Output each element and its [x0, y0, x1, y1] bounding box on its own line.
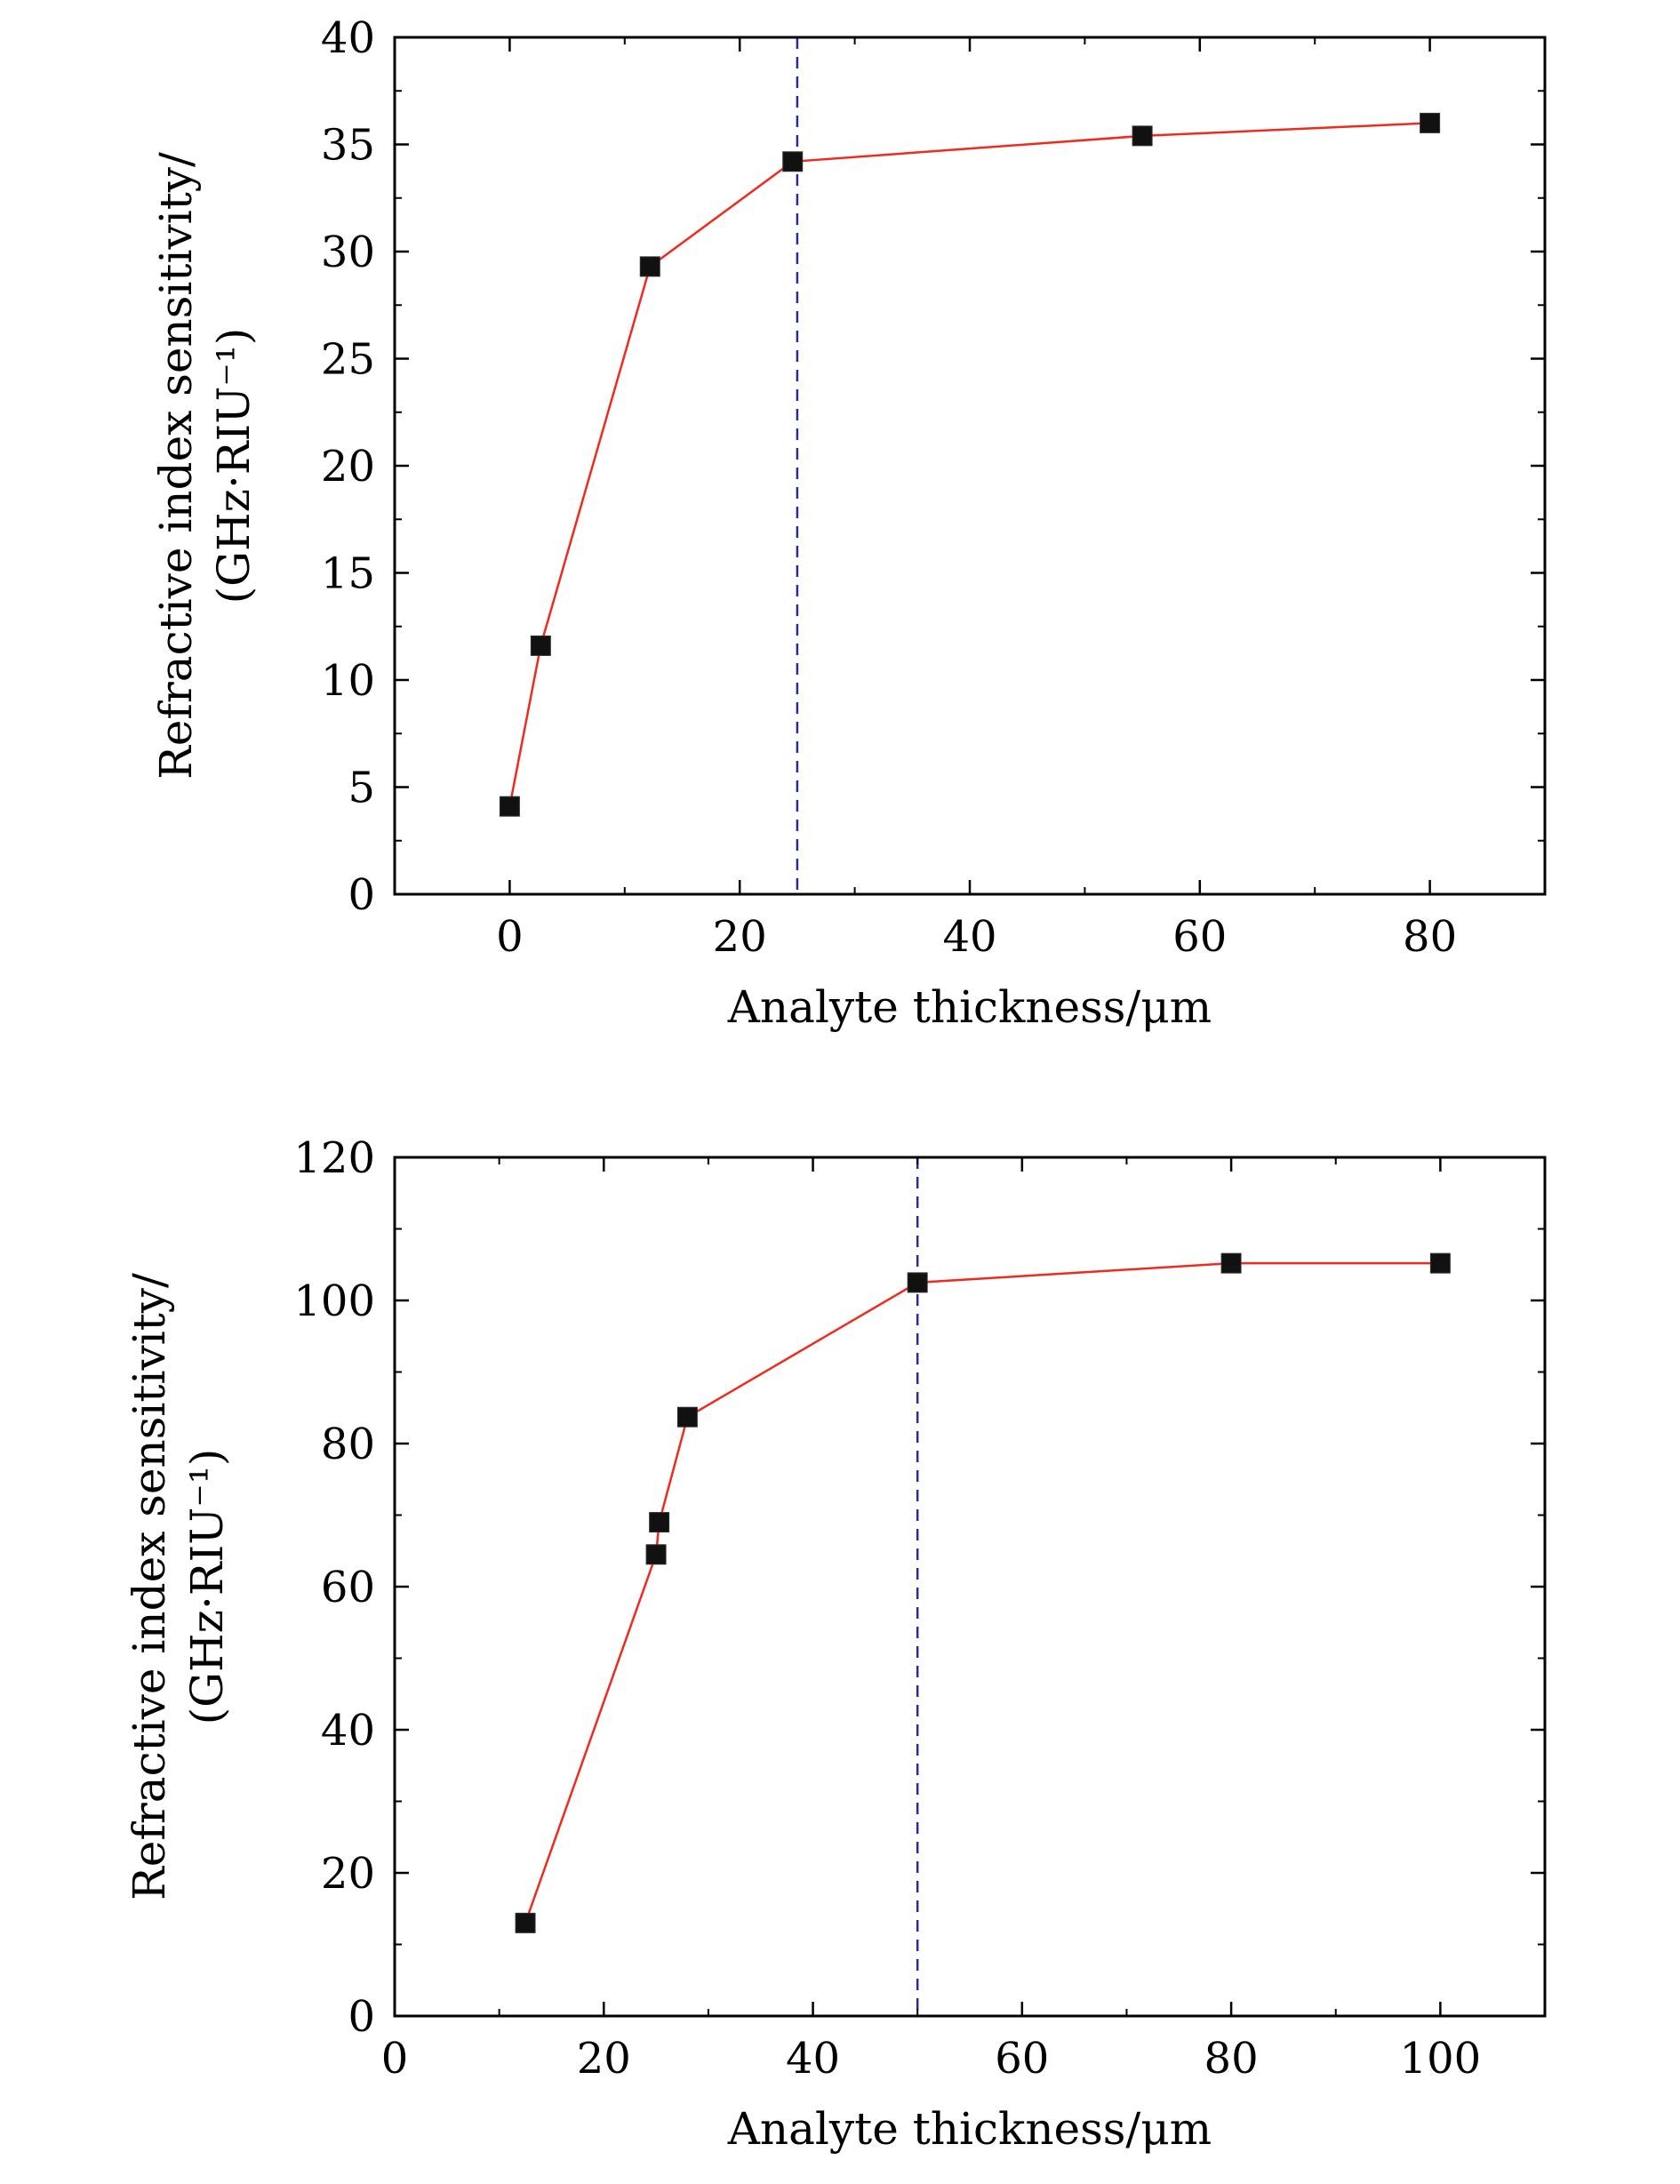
x-tick-label-top: 0 — [496, 912, 524, 962]
y-tick-label-top: 5 — [348, 764, 375, 813]
y-tick-label-top: 25 — [321, 335, 375, 385]
x-tick-label-bottom: 20 — [577, 2034, 631, 2084]
y-tick-label-top: 30 — [321, 228, 375, 277]
y-tick-label-bottom: 40 — [321, 1706, 375, 1756]
x-tick-label-bottom: 100 — [1400, 2034, 1482, 2084]
x-tick-label-bottom: 60 — [995, 2034, 1049, 2084]
x-tick-label-top: 80 — [1403, 912, 1457, 962]
y-tick-label-bottom: 100 — [293, 1276, 375, 1326]
chart-top: 0 20 40 60 80 0 5 10 15 20 25 30 35 40 Analyte thickn… — [150, 13, 1547, 1033]
y-tick-label-bottom: 120 — [293, 1133, 375, 1183]
x-tick-label-bottom: 80 — [1204, 2034, 1259, 2084]
y-axis-title-top-line1: Refractive index sensitivity/ — [150, 152, 202, 780]
y-axis-title-bottom-line2: (GHz·RIU⁻¹) — [181, 1449, 233, 1725]
x-tick-label-bottom: 40 — [786, 2034, 840, 2084]
y-tick-label-top: 0 — [348, 870, 375, 920]
y-tick-label-top: 40 — [321, 13, 375, 63]
y-tick-label-top: 15 — [321, 549, 375, 599]
x-axis-title-bottom: Analyte thickness/μm — [727, 2103, 1212, 2155]
data-point-top — [1420, 112, 1441, 133]
series-line-top — [508, 122, 1430, 807]
y-tick-label-bottom: 20 — [321, 1849, 375, 1899]
data-point-bottom — [515, 1912, 536, 1933]
y-axis-title-bottom-line1: Refractive index sensitivity/ — [124, 1273, 175, 1900]
data-point-bottom — [649, 1512, 670, 1533]
plot-area-bottom: 0 20 40 60 80 100 0 20 40 60 80 100 120 — [293, 1133, 1547, 2084]
y-tick-label-bottom: 60 — [321, 1563, 375, 1612]
chart-bottom: 0 20 40 60 80 100 0 20 40 60 80 100 120 Analyte thic… — [124, 1133, 1547, 2155]
y-axis-title-top-line2: (GHz·RIU⁻¹) — [208, 328, 260, 604]
data-point-bottom — [1220, 1252, 1242, 1274]
data-point-top — [530, 635, 551, 656]
plot-area-top: 0 20 40 60 80 0 5 10 15 20 25 30 35 40 — [321, 13, 1547, 962]
data-point-bottom — [676, 1406, 698, 1428]
y-tick-label-bottom: 0 — [348, 1992, 375, 2042]
data-point-bottom — [645, 1544, 667, 1565]
y-tick-label-top: 20 — [321, 442, 375, 492]
y-tick-label-top: 35 — [321, 121, 375, 171]
data-point-bottom — [1429, 1252, 1451, 1274]
data-point-top — [499, 796, 520, 817]
data-point-top — [639, 256, 660, 277]
x-tick-label-top: 20 — [713, 912, 767, 962]
x-axis-title-top: Analyte thickness/μm — [727, 981, 1212, 1033]
x-tick-label-top: 40 — [942, 912, 996, 962]
y-tick-label-bottom: 80 — [321, 1420, 375, 1469]
data-point-bottom — [907, 1272, 928, 1293]
data-point-top — [1132, 125, 1153, 147]
plot-frame-bottom — [393, 1156, 1547, 2018]
series-line-bottom — [524, 1261, 1441, 1924]
plot-frame-top — [393, 36, 1547, 896]
x-tick-label-bottom: 0 — [381, 2034, 409, 2084]
data-point-top — [782, 151, 804, 172]
x-tick-label-top: 60 — [1172, 912, 1227, 962]
y-tick-label-top: 10 — [321, 656, 375, 706]
